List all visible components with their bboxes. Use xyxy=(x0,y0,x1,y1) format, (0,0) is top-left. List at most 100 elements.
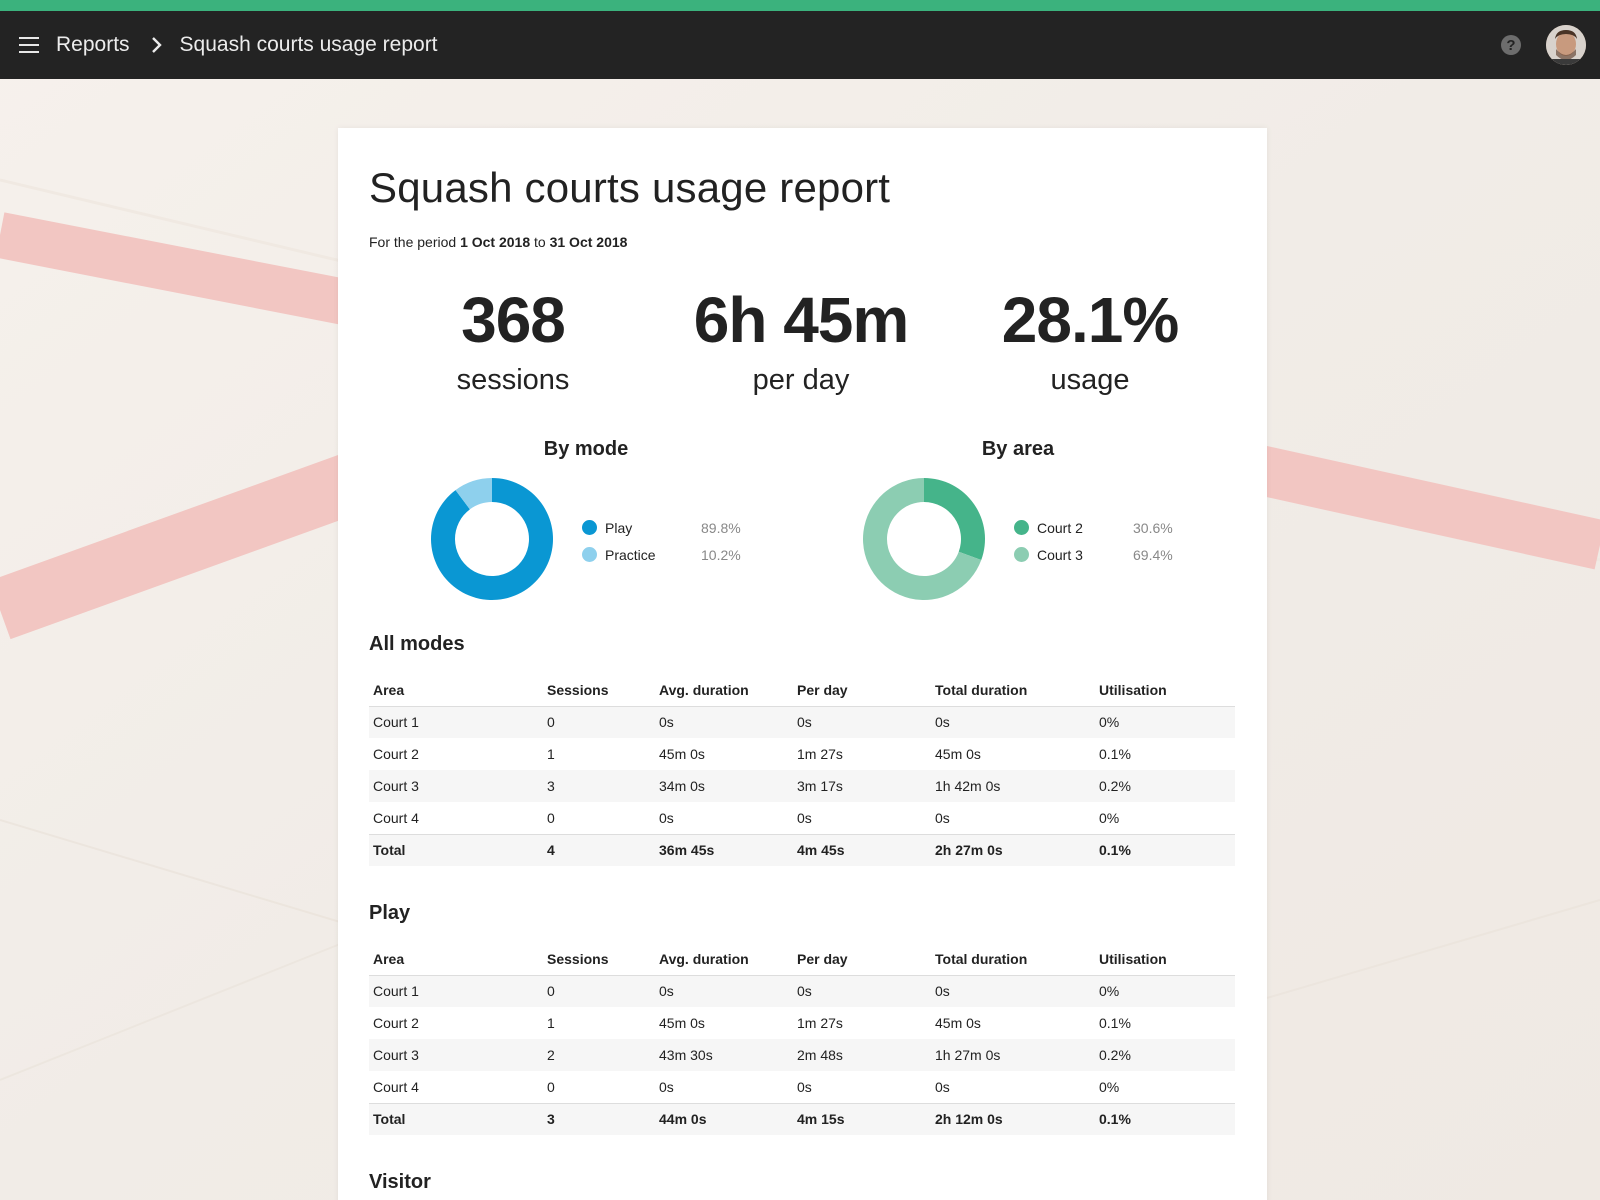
chart-by-area-legend: Court 2 30.6% Court 3 69.4% xyxy=(1014,514,1194,568)
table-row: Court 3 2 43m 30s 2m 48s 1h 27m 0s 0.2% xyxy=(369,1039,1235,1071)
cell-area: Court 4 xyxy=(373,809,419,826)
cell-per-day: 3m 17s xyxy=(793,770,931,802)
legend-label-practice: Practice xyxy=(605,546,656,563)
period-end: 31 Oct 2018 xyxy=(549,234,628,250)
cell-sessions: 3 xyxy=(543,770,655,802)
legend-item-court-2: Court 2 30.6% xyxy=(1014,514,1194,541)
legend-label-play: Play xyxy=(605,519,633,536)
column-header-area: Area xyxy=(369,674,543,707)
total-area: Total xyxy=(369,1102,543,1135)
cell-avg-duration: 0s xyxy=(659,809,674,826)
cell-area: Court 2 xyxy=(373,746,419,762)
section-title-all-modes: All modes xyxy=(369,633,465,655)
app-header: Reports Squash courts usage report ? xyxy=(0,11,1600,79)
report-period: For the period 1 Oct 2018 to 31 Oct 2018 xyxy=(369,234,627,250)
total-utilisation: 0.1% xyxy=(1095,833,1235,866)
cell-area: Court 1 xyxy=(369,975,543,1007)
column-header-per-day: Per day xyxy=(793,674,931,707)
table-row: Court 3 3 34m 0s 3m 17s 1h 42m 0s 0.2% xyxy=(369,770,1235,802)
chart-by-area-donut xyxy=(863,478,985,600)
legend-item-court-3: Court 3 69.4% xyxy=(1014,541,1194,568)
column-header-utilisation: Utilisation xyxy=(1095,943,1235,976)
cell-avg-duration: 0s xyxy=(655,706,793,738)
cell-avg-duration: 0s xyxy=(655,975,793,1007)
report-card: Squash courts usage report For the perio… xyxy=(338,128,1267,1200)
column-header-per-day: Per day xyxy=(793,943,931,976)
stat-per-day: 6h 45m per day xyxy=(651,288,951,397)
help-icon[interactable]: ? xyxy=(1501,35,1521,55)
table-row: Court 1 0 0s 0s 0s 0% xyxy=(369,975,1235,1007)
chart-by-mode-donut xyxy=(431,478,553,600)
breadcrumb-current-page: Squash courts usage report xyxy=(179,33,438,56)
top-accent-bar xyxy=(0,0,1600,11)
cell-total-duration: 45m 0s xyxy=(935,1015,981,1031)
cell-per-day: 1m 27s xyxy=(797,1015,843,1031)
cell-utilisation: 0.1% xyxy=(1099,746,1131,762)
total-avg-duration: 36m 45s xyxy=(655,833,793,866)
column-header-total-duration: Total duration xyxy=(931,943,1095,976)
table-header-row: Area Sessions Avg. duration Per day Total du… xyxy=(369,674,1235,707)
cell-total-duration: 0s xyxy=(935,1078,950,1095)
cell-area: Court 1 xyxy=(369,706,543,738)
stat-usage: 28.1% usage xyxy=(940,288,1240,397)
cell-area: Court 2 xyxy=(373,1015,419,1031)
total-total-duration: 2h 12m 0s xyxy=(931,1102,1095,1135)
total-total-duration: 2h 27m 0s xyxy=(931,833,1095,866)
cell-area: Court 3 xyxy=(369,770,543,802)
stat-sessions-label: sessions xyxy=(456,364,570,396)
breadcrumb-reports-link[interactable]: Reports xyxy=(56,33,130,56)
stat-usage-label: usage xyxy=(1050,364,1130,396)
cell-sessions: 0 xyxy=(547,809,555,826)
cell-per-day: 0s xyxy=(793,706,931,738)
page-title: Squash courts usage report xyxy=(369,164,891,211)
user-avatar[interactable] xyxy=(1546,25,1586,65)
cell-sessions: 1 xyxy=(547,746,555,762)
chevron-right-icon xyxy=(150,36,178,54)
legend-label-court-2: Court 2 xyxy=(1037,519,1083,536)
total-per-day: 4m 15s xyxy=(793,1102,931,1135)
cell-total-duration: 0s xyxy=(931,706,1095,738)
table-header-row: Area Sessions Avg. duration Per day Total du… xyxy=(369,943,1235,976)
cell-sessions: 0 xyxy=(543,975,655,1007)
cell-utilisation: 0% xyxy=(1095,706,1235,738)
table-row: Court 4 0 0s 0s 0s 0% xyxy=(369,802,1235,834)
stat-per-day-value: 6h 45m xyxy=(693,284,910,356)
legend-dot-practice xyxy=(582,547,597,562)
donut-slice-play xyxy=(431,478,553,600)
cell-utilisation: 0.2% xyxy=(1095,770,1235,802)
cell-per-day: 1m 27s xyxy=(797,746,843,762)
legend-value-play: 89.8% xyxy=(701,519,741,536)
stat-usage-value: 28.1% xyxy=(1001,284,1179,356)
chart-by-mode-legend: Play 89.8% Practice 10.2% xyxy=(582,514,762,568)
table-all-modes: Area Sessions Avg. duration Per day Total du… xyxy=(369,674,1235,866)
table-row: Court 1 0 0s 0s 0s 0% xyxy=(369,706,1235,738)
cell-per-day: 0s xyxy=(797,1078,812,1095)
cell-avg-duration: 0s xyxy=(659,1078,674,1095)
chart-by-area-title: By area xyxy=(981,438,1055,460)
donut-slice-court-2 xyxy=(924,478,985,561)
legend-dot-play xyxy=(582,520,597,535)
cell-utilisation: 0.2% xyxy=(1095,1039,1235,1071)
table-row: Court 2 1 45m 0s 1m 27s 45m 0s 0.1% xyxy=(369,738,1235,770)
table-play: Area Sessions Avg. duration Per day Total du… xyxy=(369,943,1235,1135)
cell-total-duration: 0s xyxy=(935,809,950,826)
cell-utilisation: 0% xyxy=(1099,1078,1120,1095)
hamburger-menu-icon[interactable] xyxy=(19,37,39,53)
legend-value-court-2: 30.6% xyxy=(1133,519,1173,536)
table-row: Court 4 0 0s 0s 0s 0% xyxy=(369,1071,1235,1103)
period-start: 1 Oct 2018 xyxy=(460,234,531,250)
column-header-avg-duration: Avg. duration xyxy=(655,674,793,707)
total-sessions: 3 xyxy=(543,1102,655,1135)
legend-item-practice: Practice 10.2% xyxy=(582,541,762,568)
total-area: Total xyxy=(369,833,543,866)
cell-per-day: 0s xyxy=(793,975,931,1007)
cell-total-duration: 1h 27m 0s xyxy=(931,1039,1095,1071)
column-header-total-duration: Total duration xyxy=(931,674,1095,707)
stat-sessions: 368 sessions xyxy=(363,288,663,397)
cell-utilisation: 0% xyxy=(1099,809,1120,826)
table-total-row: Total 3 44m 0s 4m 15s 2h 12m 0s 0.1% xyxy=(369,1102,1235,1135)
cell-per-day: 2m 48s xyxy=(793,1039,931,1071)
cell-sessions: 1 xyxy=(547,1015,555,1031)
total-per-day: 4m 45s xyxy=(793,833,931,866)
stat-sessions-value: 368 xyxy=(461,284,566,356)
